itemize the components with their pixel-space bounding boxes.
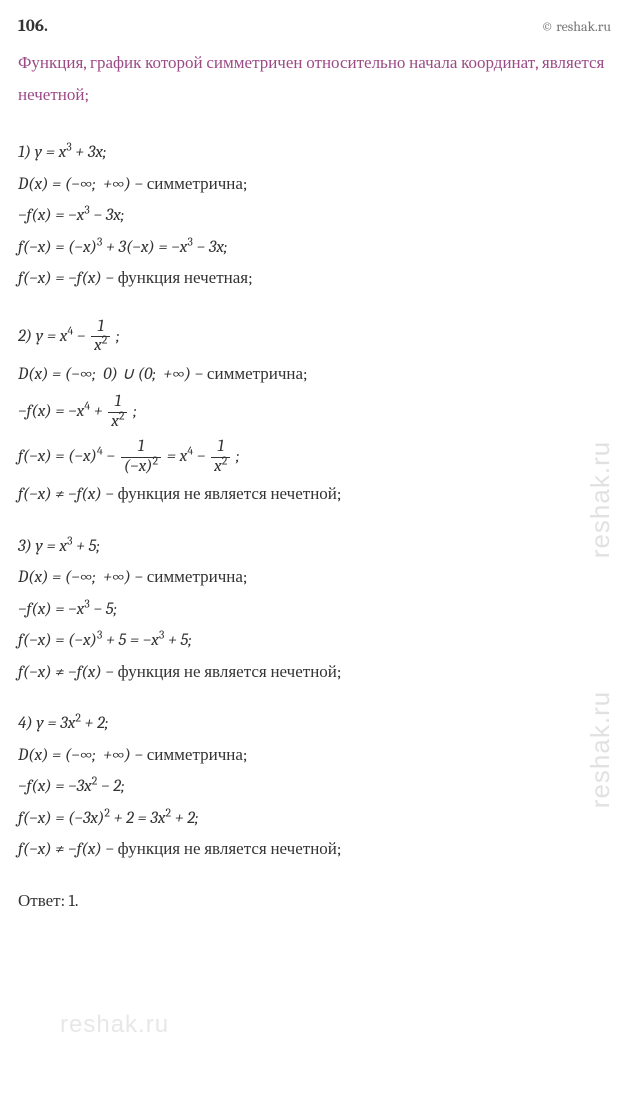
- math-line: f(−x) = (−x)3 + 3(−x) = −x3 − 3x;: [18, 235, 611, 261]
- problem-number: 106.: [18, 14, 48, 40]
- math-line: f(−x) = (−x)4 − 1(−x)2 = x4 − 1x2 ;: [18, 438, 611, 476]
- watermark: reshak.ru: [60, 1007, 169, 1043]
- answer: Ответ: 1.: [18, 889, 611, 915]
- math-line: −f(x) = −3x2 − 2;: [18, 774, 611, 800]
- math-line: f(−x) ≠ −f(x) − функция не является нече…: [18, 660, 611, 686]
- math-line: f(−x) ≠ −f(x) − функция не является нече…: [18, 482, 611, 508]
- math-line: f(−x) = −f(x) − функция нечетная;: [18, 266, 611, 292]
- copyright: © reshak.ru: [541, 16, 611, 37]
- math-line: D(x) = (−∞; +∞) − симметрична;: [18, 743, 611, 769]
- math-line: 4) y = 3x2 + 2;: [18, 711, 611, 737]
- math-line: f(−x) ≠ −f(x) − функция не является нече…: [18, 837, 611, 863]
- solution-block: 1) y = x3 + 3x; D(x) = (−∞; +∞) − симметр…: [18, 140, 611, 292]
- math-line: 2) y = x4 − 1x2 ;: [18, 318, 611, 356]
- solution-block: 4) y = 3x2 + 2; D(x) = (−∞; +∞) − симметр…: [18, 711, 611, 863]
- math-line: f(−x) = (−x)3 + 5 = −x3 + 5;: [18, 628, 611, 654]
- math-line: 1) y = x3 + 3x;: [18, 140, 611, 166]
- intro-text: Функция, график которой симметричен отно…: [18, 48, 611, 113]
- math-line: D(x) = (−∞; +∞) − симметрична;: [18, 172, 611, 198]
- math-line: −f(x) = −x3 − 5;: [18, 597, 611, 623]
- math-line: 3) y = x3 + 5;: [18, 534, 611, 560]
- math-line: D(x) = (−∞; +∞) − симметрична;: [18, 565, 611, 591]
- math-line: −f(x) = −x4 + 1x2 ;: [18, 393, 611, 431]
- math-line: −f(x) = −x3 − 3x;: [18, 203, 611, 229]
- math-line: D(x) = (−∞; 0) ∪ (0; +∞) − симметрична;: [18, 362, 611, 388]
- header: 106. © reshak.ru: [18, 14, 611, 40]
- solution-block: 2) y = x4 − 1x2 ; D(x) = (−∞; 0) ∪ (0; +∞…: [18, 318, 611, 508]
- solution-sections: 1) y = x3 + 3x; D(x) = (−∞; +∞) − симметр…: [18, 140, 611, 863]
- math-line: f(−x) = (−3x)2 + 2 = 3x2 + 2;: [18, 806, 611, 832]
- solution-block: 3) y = x3 + 5; D(x) = (−∞; +∞) − симметри…: [18, 534, 611, 686]
